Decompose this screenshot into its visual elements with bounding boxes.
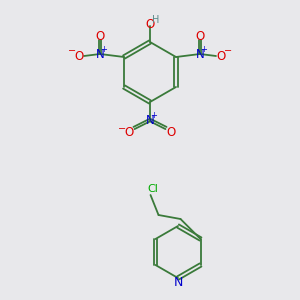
Text: O: O (216, 50, 226, 62)
Text: O: O (195, 29, 205, 43)
Text: +: + (200, 44, 207, 53)
Text: N: N (196, 47, 204, 61)
Text: −: − (118, 124, 126, 134)
Text: O: O (124, 125, 134, 139)
Text: −: − (224, 46, 232, 56)
Text: N: N (96, 47, 104, 61)
Text: H: H (152, 15, 160, 25)
Text: Cl: Cl (147, 184, 158, 194)
Text: N: N (146, 113, 154, 127)
Text: O: O (95, 29, 105, 43)
Text: +: + (151, 110, 158, 119)
Text: N: N (173, 277, 183, 290)
Text: O: O (167, 125, 176, 139)
Text: O: O (74, 50, 84, 62)
Text: O: O (146, 17, 154, 31)
Text: −: − (68, 46, 76, 56)
Text: +: + (100, 44, 107, 53)
